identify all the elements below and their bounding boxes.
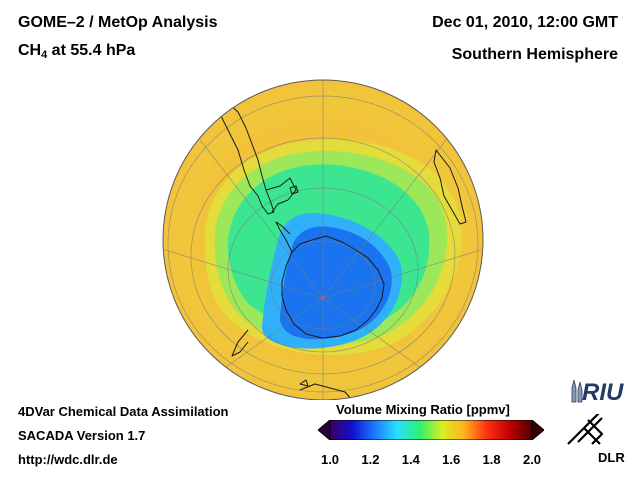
version-label: SACADA Version 1.7 bbox=[18, 428, 146, 443]
coastlines bbox=[211, 91, 467, 400]
colorbar-tick-label: 2.0 bbox=[522, 452, 542, 467]
south-america-coast bbox=[211, 91, 275, 215]
riu-logo: RIU bbox=[571, 379, 624, 406]
meridian-line bbox=[322, 139, 447, 299]
graticule bbox=[164, 80, 482, 400]
africa-coast bbox=[433, 149, 467, 225]
patagonia-coast bbox=[265, 177, 297, 213]
colorbar-low-arrow bbox=[318, 420, 331, 440]
pole-marker bbox=[321, 296, 325, 300]
island bbox=[299, 379, 309, 387]
new-zealand-coast bbox=[231, 329, 249, 357]
antarctica-coast bbox=[281, 235, 385, 339]
antarctic-peninsula bbox=[275, 221, 293, 253]
dlr-emblem-icon bbox=[567, 414, 604, 445]
species-level-label: CH4 at 55.4 hPa bbox=[18, 42, 135, 61]
pressure-level: at 55.4 hPa bbox=[47, 42, 136, 59]
meridian-line bbox=[322, 297, 432, 376]
colorbar-high-arrow bbox=[531, 420, 544, 440]
colorbar-tick-label: 1.4 bbox=[401, 452, 420, 467]
species-subscript: 4 bbox=[41, 49, 48, 61]
cathedral-icon bbox=[571, 379, 583, 403]
australia-coast bbox=[299, 383, 353, 400]
hemisphere-label: Southern Hemisphere bbox=[451, 46, 618, 63]
meridian-line bbox=[199, 139, 324, 299]
colorbar bbox=[318, 420, 544, 440]
colorbar-gradient bbox=[329, 420, 533, 440]
map-title: GOME–2 / MetOp Analysis bbox=[18, 14, 218, 31]
meridian-line bbox=[322, 249, 482, 299]
dlr-logo bbox=[567, 414, 604, 445]
colorbar-tick-label: 1.2 bbox=[361, 452, 380, 467]
meridian-line bbox=[164, 249, 324, 299]
globe-outline bbox=[162, 79, 484, 400]
dlr-text: DLR bbox=[598, 450, 625, 465]
colorbar-tick-label: 1.8 bbox=[482, 452, 501, 467]
colorbar-tick-label: 1.0 bbox=[320, 452, 340, 467]
meridian-line bbox=[214, 297, 324, 376]
analysis-datetime: Dec 01, 2010, 12:00 GMT bbox=[432, 14, 618, 31]
colorbar-tick-label: 1.6 bbox=[442, 452, 461, 467]
riu-text: RIU bbox=[582, 379, 624, 406]
species-name: CH bbox=[18, 42, 42, 59]
website-link[interactable]: http://wdc.dlr.de bbox=[18, 452, 118, 467]
globe-map bbox=[162, 79, 484, 400]
colorbar-title: Volume Mixing Ratio [ppmv] bbox=[336, 402, 510, 417]
falkland-islands bbox=[289, 185, 299, 195]
assimilation-label: 4DVar Chemical Data Assimilation bbox=[18, 404, 229, 419]
